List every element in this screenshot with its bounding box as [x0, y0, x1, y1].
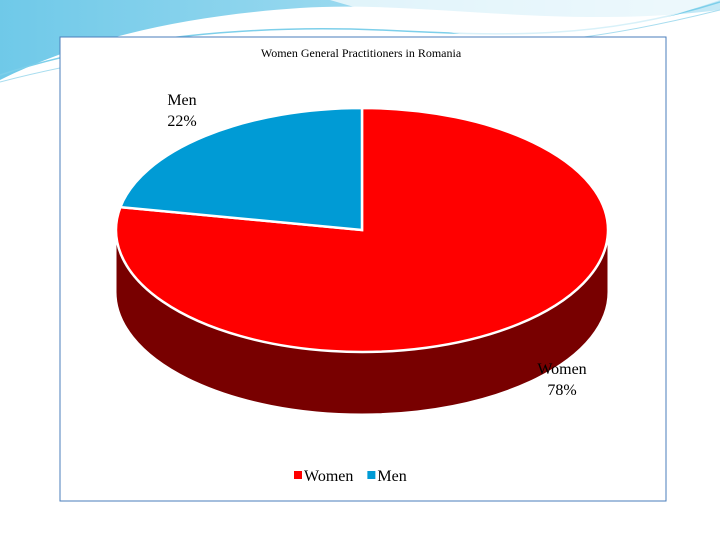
data-label-value: 22% — [167, 113, 196, 130]
legend-label: Women — [304, 468, 353, 485]
data-label-name: Men — [167, 92, 196, 109]
chart-title: Women General Practitioners in Romania — [261, 46, 462, 60]
data-label-name: Women — [537, 361, 586, 378]
pie-slice — [118, 106, 364, 232]
legend-swatch — [367, 471, 376, 479]
legend: Women Men — [294, 468, 407, 485]
pie: Women 78% Men 22% — [114, 92, 610, 415]
data-label-value: 78% — [547, 382, 576, 399]
legend-label: Men — [377, 468, 406, 485]
legend-swatch — [294, 471, 302, 479]
